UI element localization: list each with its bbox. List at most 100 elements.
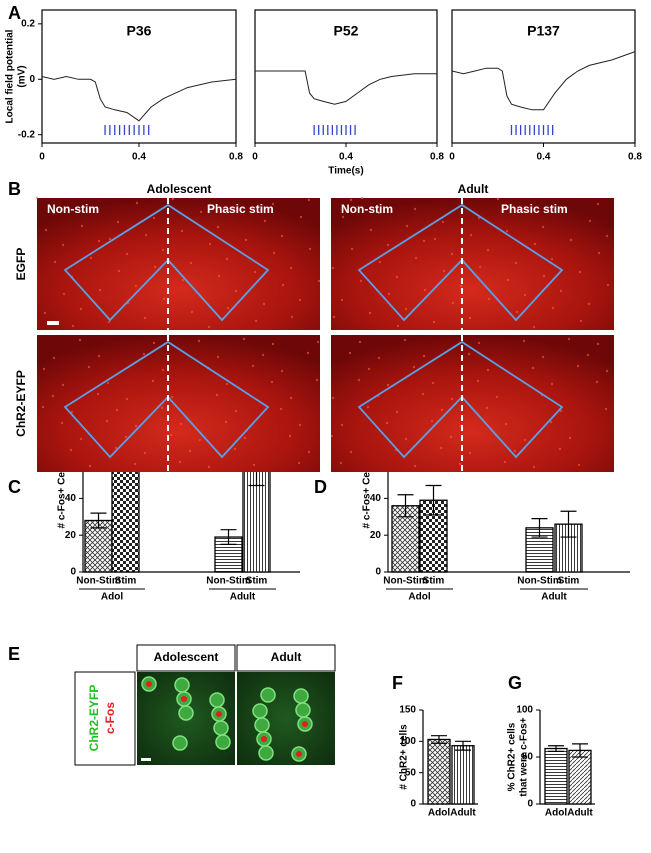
speckle [439, 446, 443, 450]
scale-bar [141, 758, 151, 761]
speckle [152, 216, 156, 220]
speckle [215, 393, 219, 397]
speckle [61, 383, 65, 387]
speckle [422, 239, 426, 243]
speckle [431, 381, 435, 385]
speckle [178, 460, 182, 464]
speckle [468, 451, 472, 455]
speckle [430, 419, 434, 423]
speckle [116, 220, 120, 224]
speckle [358, 340, 362, 344]
speckle [467, 352, 471, 356]
y-tick-label: 40 [65, 493, 77, 504]
speckle [307, 198, 311, 202]
speckle [35, 196, 39, 200]
subplot-title: P137 [527, 23, 560, 39]
speckle [340, 298, 344, 302]
x-tick-label: Non-Stim [76, 576, 121, 587]
speckle [235, 206, 239, 210]
speckle [44, 228, 48, 232]
speckle [88, 464, 92, 468]
speckle [216, 355, 220, 359]
panel-label: D [314, 477, 327, 497]
speckle [135, 201, 139, 205]
speckle [331, 396, 335, 400]
speckle [290, 315, 294, 319]
error-bar [531, 518, 548, 538]
speckle [387, 292, 391, 296]
y-tick-label: -0.2 [18, 129, 36, 140]
speckle [243, 436, 247, 440]
region-label: Phasic stim [501, 202, 568, 216]
column-label: Adult [271, 650, 302, 664]
cell [258, 745, 274, 761]
x-tick-label: Adult [450, 808, 476, 819]
speckle [108, 237, 112, 241]
y-tick-label: 0 [410, 799, 416, 810]
speckle [432, 320, 436, 324]
x-tick-label: Adol [545, 808, 567, 819]
speckle [161, 368, 165, 372]
speckle [515, 310, 519, 314]
speckle [559, 409, 563, 413]
speckle [588, 219, 592, 223]
x-tick-label: 0.8 [229, 152, 243, 163]
speckle [496, 197, 500, 201]
speckle [88, 207, 92, 211]
roi-outline [63, 340, 270, 459]
speckle [514, 261, 518, 265]
speckle [188, 449, 192, 453]
speckle [78, 338, 82, 342]
speckle [170, 395, 174, 399]
y-tick-label: 20 [370, 530, 382, 541]
nucleus [181, 696, 187, 702]
error-bar [220, 529, 237, 545]
speckle [98, 288, 102, 292]
speckle [171, 197, 175, 201]
speckle [299, 215, 303, 219]
error-bar [548, 745, 564, 752]
speckle [595, 380, 599, 384]
cell [213, 720, 229, 736]
speckle [317, 279, 321, 283]
cell [172, 735, 188, 751]
micrograph [37, 335, 320, 472]
label-box [136, 644, 236, 672]
y-tick-label: 0 [527, 799, 533, 810]
x-tick-label: 0.8 [430, 152, 444, 163]
speckle [414, 256, 418, 260]
x-tick-label: Stim [246, 576, 268, 587]
speckle [531, 366, 535, 370]
speckle [549, 420, 553, 424]
speckle [378, 260, 382, 264]
y-tick-label: 0.2 [21, 18, 35, 29]
speckle [198, 438, 202, 442]
error-bar [397, 494, 414, 518]
speckle [332, 315, 336, 319]
y-tick-label: 150 [399, 705, 416, 716]
speckle [315, 378, 319, 382]
x-tick-label: Stim [115, 576, 137, 587]
micrograph [331, 198, 614, 330]
subplot-title: P36 [127, 23, 152, 39]
speckle [558, 447, 562, 451]
speckle [115, 408, 119, 412]
speckle [308, 247, 312, 251]
speckle [486, 248, 490, 252]
x-tick-label: 0.4 [537, 152, 551, 163]
speckle [459, 284, 463, 288]
speckle [226, 306, 230, 310]
speckle [339, 461, 343, 465]
panel-label: A [8, 3, 21, 23]
speckle [144, 233, 148, 237]
cell [215, 734, 231, 750]
speckle [597, 251, 601, 255]
speckle [523, 293, 527, 297]
x-tick-label: 0 [449, 152, 455, 163]
speckle [331, 266, 335, 270]
speckle [476, 379, 480, 383]
panel-label: E [8, 644, 20, 664]
y-axis-label: % ChR2+ cells [507, 722, 518, 791]
speckle [423, 288, 427, 292]
